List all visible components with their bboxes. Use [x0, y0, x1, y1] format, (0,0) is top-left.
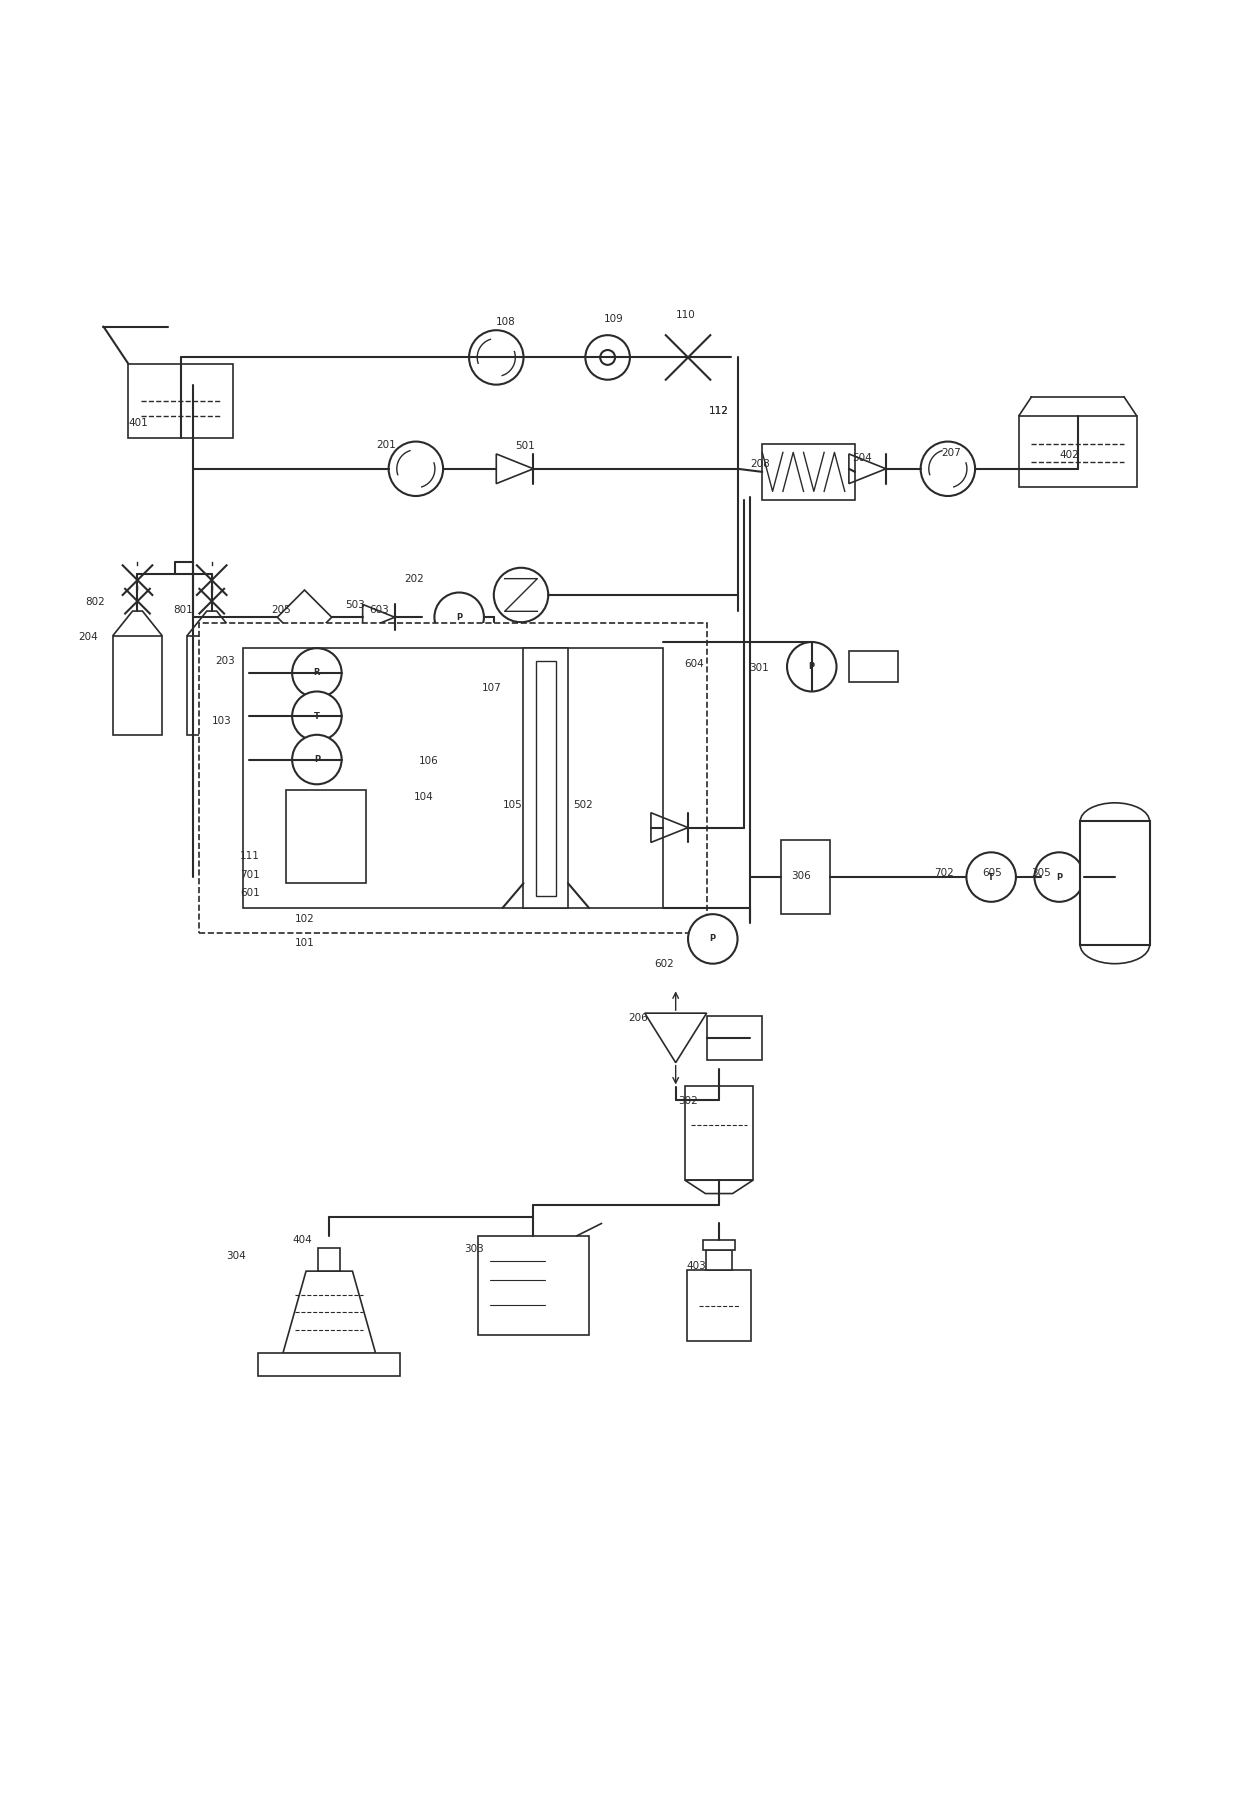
Bar	[781, 841, 831, 913]
Text: P: P	[456, 612, 463, 621]
Circle shape	[1034, 852, 1084, 903]
Bar	[258, 1353, 401, 1377]
Circle shape	[293, 648, 342, 697]
Text: P: P	[1056, 872, 1063, 881]
Text: 504: 504	[853, 452, 873, 463]
Text: 604: 604	[684, 659, 704, 670]
Text: 303: 303	[464, 1244, 484, 1255]
Bar	[243, 648, 663, 908]
Text: 104: 104	[413, 792, 433, 801]
Text: 301: 301	[749, 663, 769, 674]
Bar	[128, 363, 233, 438]
Text: 304: 304	[227, 1251, 247, 1260]
Text: 501: 501	[515, 441, 534, 452]
Bar	[707, 1015, 763, 1061]
Bar	[536, 661, 556, 895]
Text: 112: 112	[709, 405, 729, 416]
Text: 208: 208	[750, 459, 770, 469]
Circle shape	[600, 350, 615, 365]
Text: 203: 203	[216, 656, 236, 665]
Text: 101: 101	[295, 937, 315, 948]
Text: 503: 503	[345, 599, 365, 610]
Circle shape	[920, 441, 975, 496]
Text: 602: 602	[655, 959, 675, 968]
Bar	[319, 1248, 341, 1271]
Bar	[200, 623, 707, 933]
Text: 306: 306	[791, 872, 811, 881]
Text: P: P	[314, 755, 320, 765]
Bar	[703, 1240, 735, 1249]
Text: 403: 403	[687, 1260, 707, 1271]
Text: 404: 404	[293, 1235, 312, 1244]
Bar	[706, 1249, 732, 1269]
Text: 605: 605	[982, 868, 1002, 879]
Circle shape	[494, 568, 548, 623]
Bar	[763, 445, 856, 499]
Bar	[286, 790, 366, 883]
Text: 201: 201	[376, 439, 396, 450]
Bar	[113, 636, 162, 735]
Text: 205: 205	[272, 605, 291, 616]
Circle shape	[585, 336, 630, 380]
Bar	[523, 648, 568, 908]
Bar	[187, 636, 237, 735]
Text: 801: 801	[174, 605, 193, 616]
Circle shape	[688, 913, 738, 964]
Text: 105: 105	[502, 801, 522, 810]
Text: 702: 702	[934, 868, 954, 879]
Circle shape	[966, 852, 1016, 903]
Text: 106: 106	[418, 755, 438, 766]
Text: 207: 207	[941, 449, 961, 458]
Text: 204: 204	[78, 632, 98, 643]
Circle shape	[787, 643, 837, 692]
Circle shape	[434, 592, 484, 643]
Text: P: P	[709, 935, 715, 944]
Text: 102: 102	[295, 913, 315, 924]
Text: 103: 103	[212, 716, 232, 726]
Text: T: T	[988, 872, 994, 881]
Text: 302: 302	[678, 1095, 698, 1106]
Bar	[1080, 821, 1149, 944]
Text: P: P	[808, 663, 815, 672]
Text: 109: 109	[604, 314, 624, 323]
Text: 701: 701	[241, 870, 260, 879]
Text: 601: 601	[241, 888, 260, 899]
Text: 401: 401	[129, 418, 149, 429]
Circle shape	[293, 735, 342, 785]
Bar	[477, 1237, 589, 1335]
Text: 202: 202	[404, 574, 424, 585]
Text: 402: 402	[1059, 450, 1079, 459]
Circle shape	[293, 692, 342, 741]
Bar	[1019, 416, 1137, 487]
Text: 110: 110	[676, 311, 696, 320]
Text: 502: 502	[573, 801, 593, 810]
Text: 206: 206	[629, 1013, 649, 1022]
Text: 305: 305	[1030, 868, 1050, 879]
Bar	[849, 652, 898, 683]
Text: 108: 108	[496, 316, 516, 327]
Bar	[687, 1269, 751, 1340]
Text: 107: 107	[481, 683, 501, 692]
Text: T: T	[314, 712, 320, 721]
Circle shape	[388, 441, 443, 496]
Text: R: R	[314, 668, 320, 677]
Circle shape	[469, 331, 523, 385]
Bar	[684, 1086, 753, 1180]
Text: 603: 603	[368, 605, 388, 616]
Text: 111: 111	[241, 852, 260, 861]
Text: 112: 112	[709, 405, 729, 416]
Text: 802: 802	[86, 597, 105, 607]
